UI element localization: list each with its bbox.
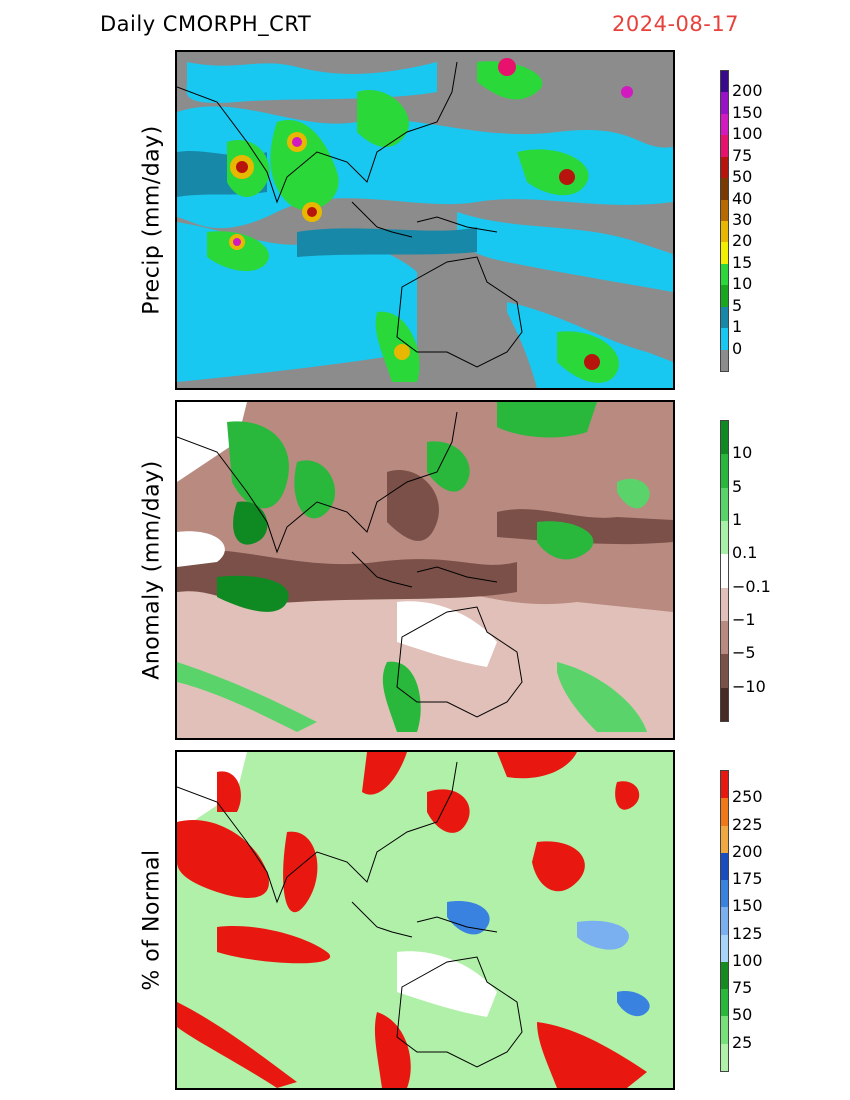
colorbar-tick-label: 175 xyxy=(732,869,763,889)
colorbar-swatch xyxy=(721,328,728,351)
anomaly-colorbar xyxy=(720,420,729,722)
precip-map xyxy=(177,52,673,388)
colorbar-swatch xyxy=(721,654,728,689)
colorbar-tick-label: 30 xyxy=(732,210,753,229)
colorbar-swatch xyxy=(721,825,728,854)
colorbar-tick-label: −5 xyxy=(732,643,756,663)
colorbar-tick-label: 25 xyxy=(732,1032,753,1052)
colorbar-swatch xyxy=(721,1016,728,1045)
colorbar-tick-label: 50 xyxy=(732,1005,753,1025)
colorbar-tick-label: 75 xyxy=(732,145,753,165)
anomaly-axis-label: Anomaly (mm/day) xyxy=(139,460,165,680)
colorbar-swatch xyxy=(721,71,728,93)
precip-axis-label: Precip (mm/day) xyxy=(139,125,165,315)
colorbar-tick-label: 20 xyxy=(732,231,753,251)
colorbar-tick-label: 125 xyxy=(732,923,763,943)
colorbar-tick-label: 50 xyxy=(732,167,753,187)
colorbar-swatch xyxy=(721,242,728,265)
colorbar-swatch xyxy=(721,92,728,115)
percent-normal-axis-label: % of Normal xyxy=(139,849,165,991)
colorbar-swatch xyxy=(721,880,728,908)
colorbar-tick-label: −10 xyxy=(732,676,766,696)
colorbar-swatch xyxy=(721,221,728,243)
colorbar-tick-label: 10 xyxy=(732,274,753,294)
colorbar-tick-label: 0.1 xyxy=(732,543,758,563)
colorbar-swatch xyxy=(721,771,728,799)
colorbar-tick-label: 250 xyxy=(732,787,763,807)
colorbar-tick-label: −0.1 xyxy=(732,576,771,596)
percent-normal-map-panel xyxy=(175,750,675,1090)
colorbar-swatch xyxy=(721,156,728,179)
precip-map-panel xyxy=(175,50,675,390)
product-title: Daily CMORPH_CRT xyxy=(100,12,312,36)
colorbar-tick-label: 200 xyxy=(732,81,763,101)
colorbar-tick-label: 5 xyxy=(732,476,743,496)
colorbar-swatch xyxy=(721,1043,728,1072)
anomaly-map-panel xyxy=(175,400,675,740)
colorbar-tick-label: 15 xyxy=(732,252,753,272)
colorbar-swatch xyxy=(721,934,728,963)
colorbar-tick-label: 200 xyxy=(732,841,763,861)
colorbar-tick-label: 10 xyxy=(732,443,753,463)
colorbar-tick-label: 1 xyxy=(732,317,743,337)
date-label: 2024-08-17 xyxy=(612,12,740,36)
colorbar-swatch xyxy=(721,113,728,136)
colorbar-tick-label: 40 xyxy=(732,188,753,208)
colorbar-tick-label: 1 xyxy=(732,510,743,529)
colorbar-tick-label: 5 xyxy=(732,295,743,315)
colorbar-tick-label: 150 xyxy=(732,896,763,916)
colorbar-tick-label: 150 xyxy=(732,102,763,122)
colorbar-swatch xyxy=(721,961,728,990)
percent-normal-colorbar xyxy=(720,770,729,1072)
colorbar-tick-label: 75 xyxy=(732,978,753,998)
colorbar-swatch xyxy=(721,306,728,329)
precip-colorbar xyxy=(720,70,729,372)
colorbar-swatch xyxy=(721,421,728,455)
colorbar-swatch xyxy=(721,907,728,936)
colorbar-tick-label: 225 xyxy=(732,814,763,834)
colorbar-swatch xyxy=(721,263,728,286)
anomaly-map xyxy=(177,402,673,738)
colorbar-swatch xyxy=(721,454,728,489)
colorbar-swatch xyxy=(721,349,728,372)
colorbar-swatch xyxy=(721,798,728,827)
colorbar-swatch xyxy=(721,587,728,622)
colorbar-swatch xyxy=(721,487,728,522)
percent-normal-map xyxy=(177,752,673,1088)
colorbar-swatch xyxy=(721,989,728,1017)
colorbar-tick-label: 100 xyxy=(732,124,763,144)
colorbar-tick-label: 100 xyxy=(732,950,763,970)
colorbar-swatch xyxy=(721,554,728,589)
colorbar-swatch xyxy=(721,852,728,881)
colorbar-swatch xyxy=(721,199,728,222)
colorbar-tick-label: 0 xyxy=(732,338,743,358)
colorbar-swatch xyxy=(721,178,728,201)
colorbar-swatch xyxy=(721,135,728,158)
colorbar-tick-label: −1 xyxy=(732,610,756,629)
colorbar-swatch xyxy=(721,285,728,308)
colorbar-swatch xyxy=(721,687,728,722)
colorbar-swatch xyxy=(721,621,728,655)
colorbar-swatch xyxy=(721,521,728,555)
